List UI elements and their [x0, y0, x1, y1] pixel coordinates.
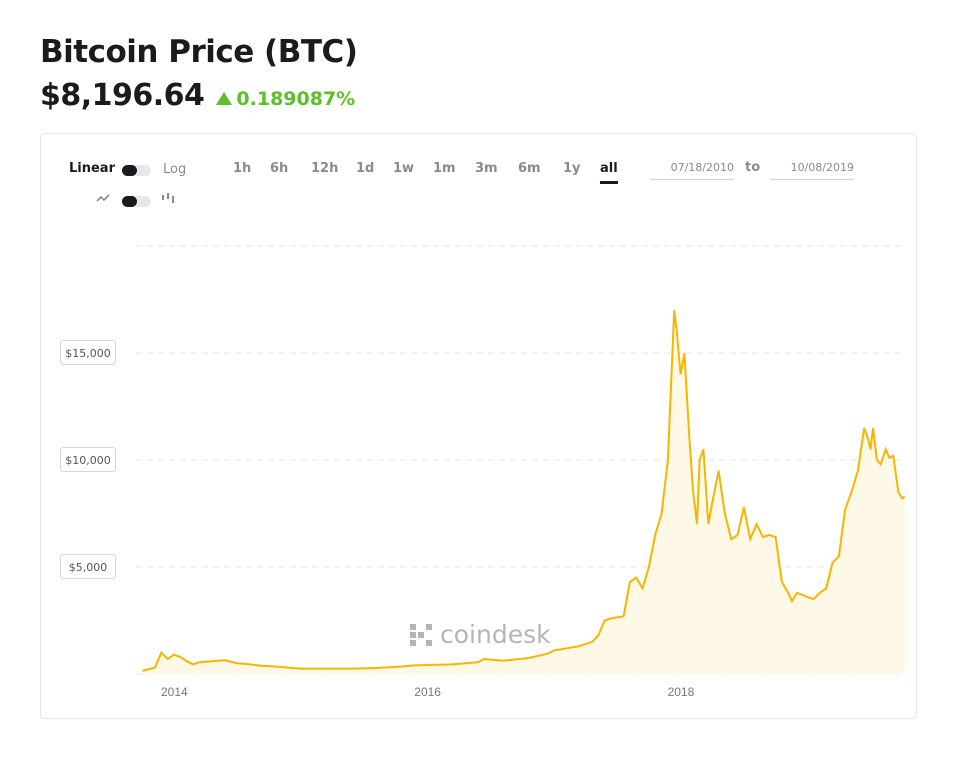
- range-3m[interactable]: 3m: [475, 161, 498, 176]
- x-tick-label: 2016: [414, 685, 441, 699]
- range-1w[interactable]: 1w: [393, 161, 415, 176]
- toggle-knob: [122, 196, 137, 207]
- price-change: 0.189087%: [216, 88, 355, 110]
- coindesk-logo-icon: [410, 623, 432, 646]
- range-6h[interactable]: 6h: [270, 161, 289, 176]
- candlestick-icon[interactable]: [161, 192, 177, 208]
- current-price: $8,196.64: [40, 78, 205, 113]
- price-area: [142, 310, 905, 674]
- scale-linear-label[interactable]: Linear: [69, 161, 115, 176]
- y-tick-label: $5,000: [60, 554, 116, 579]
- range-1d[interactable]: 1d: [356, 161, 375, 176]
- watermark-text: coindesk: [440, 620, 551, 649]
- range-1h[interactable]: 1h: [233, 161, 252, 176]
- range-all[interactable]: all: [600, 161, 618, 184]
- x-tick-label: 2018: [667, 685, 695, 699]
- coindesk-watermark: coindesk: [410, 620, 551, 649]
- range-1m[interactable]: 1m: [433, 161, 456, 176]
- range-6m[interactable]: 6m: [518, 161, 541, 176]
- price-line: [142, 310, 906, 672]
- date-to-label: to: [745, 160, 761, 175]
- date-from-input[interactable]: 07/18/2010: [650, 161, 734, 180]
- range-12h[interactable]: 12h: [311, 161, 339, 176]
- page-title: Bitcoin Price (BTC): [40, 34, 358, 70]
- line-chart-icon[interactable]: [96, 192, 110, 207]
- range-1y[interactable]: 1y: [563, 161, 581, 176]
- price-change-value: 0.189087%: [236, 87, 356, 110]
- scale-log-label[interactable]: Log: [163, 162, 187, 177]
- scale-toggle[interactable]: [122, 165, 151, 176]
- price-row: $8,196.64 0.189087%: [40, 78, 355, 113]
- toggle-knob: [122, 165, 137, 176]
- arrow-up-icon: [216, 92, 233, 105]
- x-tick-label: 2014: [160, 685, 188, 699]
- y-tick-label: $10,000: [60, 447, 116, 472]
- chart-type-toggle[interactable]: [122, 196, 151, 207]
- y-tick-label: $15,000: [60, 340, 116, 365]
- date-to-input[interactable]: 10/08/2019: [770, 161, 854, 180]
